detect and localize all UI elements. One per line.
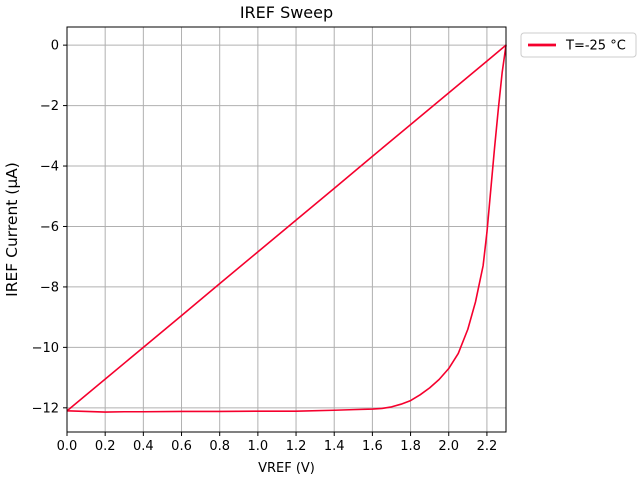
series-line	[66, 44, 507, 413]
y-tick-label: −12	[32, 401, 59, 416]
grid	[66, 27, 506, 432]
x-tick-label: 2.0	[438, 439, 459, 454]
x-tick-label: 0.4	[133, 439, 154, 454]
plot-frame	[66, 26, 507, 433]
chart-title: IREF Sweep	[240, 3, 333, 22]
legend: T=-25 °C	[520, 32, 637, 58]
x-tick-label: 0.0	[57, 439, 78, 454]
x-tick-label: 1.8	[400, 439, 421, 454]
x-tick-label: 1.2	[286, 439, 307, 454]
y-axis-label: IREF Current (μA)	[3, 162, 21, 297]
x-tick-label: 1.6	[362, 439, 383, 454]
x-tick-label: 0.6	[171, 439, 192, 454]
y-tick-label: −4	[40, 160, 59, 175]
x-axis-label: VREF (V)	[258, 461, 315, 476]
x-tick-label: 1.4	[324, 439, 345, 454]
y-tick-label: −10	[32, 341, 59, 356]
x-tick-label: 0.2	[95, 439, 116, 454]
y-tick-label: −6	[40, 220, 59, 235]
legend-label: T=-25 °C	[565, 39, 626, 54]
x-tick-label: 0.8	[209, 439, 230, 454]
legend-box	[520, 32, 637, 58]
ticks: 0.0 0.2 0.4 0.6 0.8 1.0 1.2 1.4 1.6 1.8 2.0 2.2 0 −2 −…	[32, 39, 498, 454]
y-tick-label: 0	[51, 39, 59, 54]
y-tick-label: −8	[40, 280, 59, 295]
y-tick-label: −2	[40, 99, 59, 114]
x-tick-label: 2.2	[477, 439, 498, 454]
series-layer	[66, 44, 507, 413]
x-tick-label: 1.0	[248, 439, 269, 454]
